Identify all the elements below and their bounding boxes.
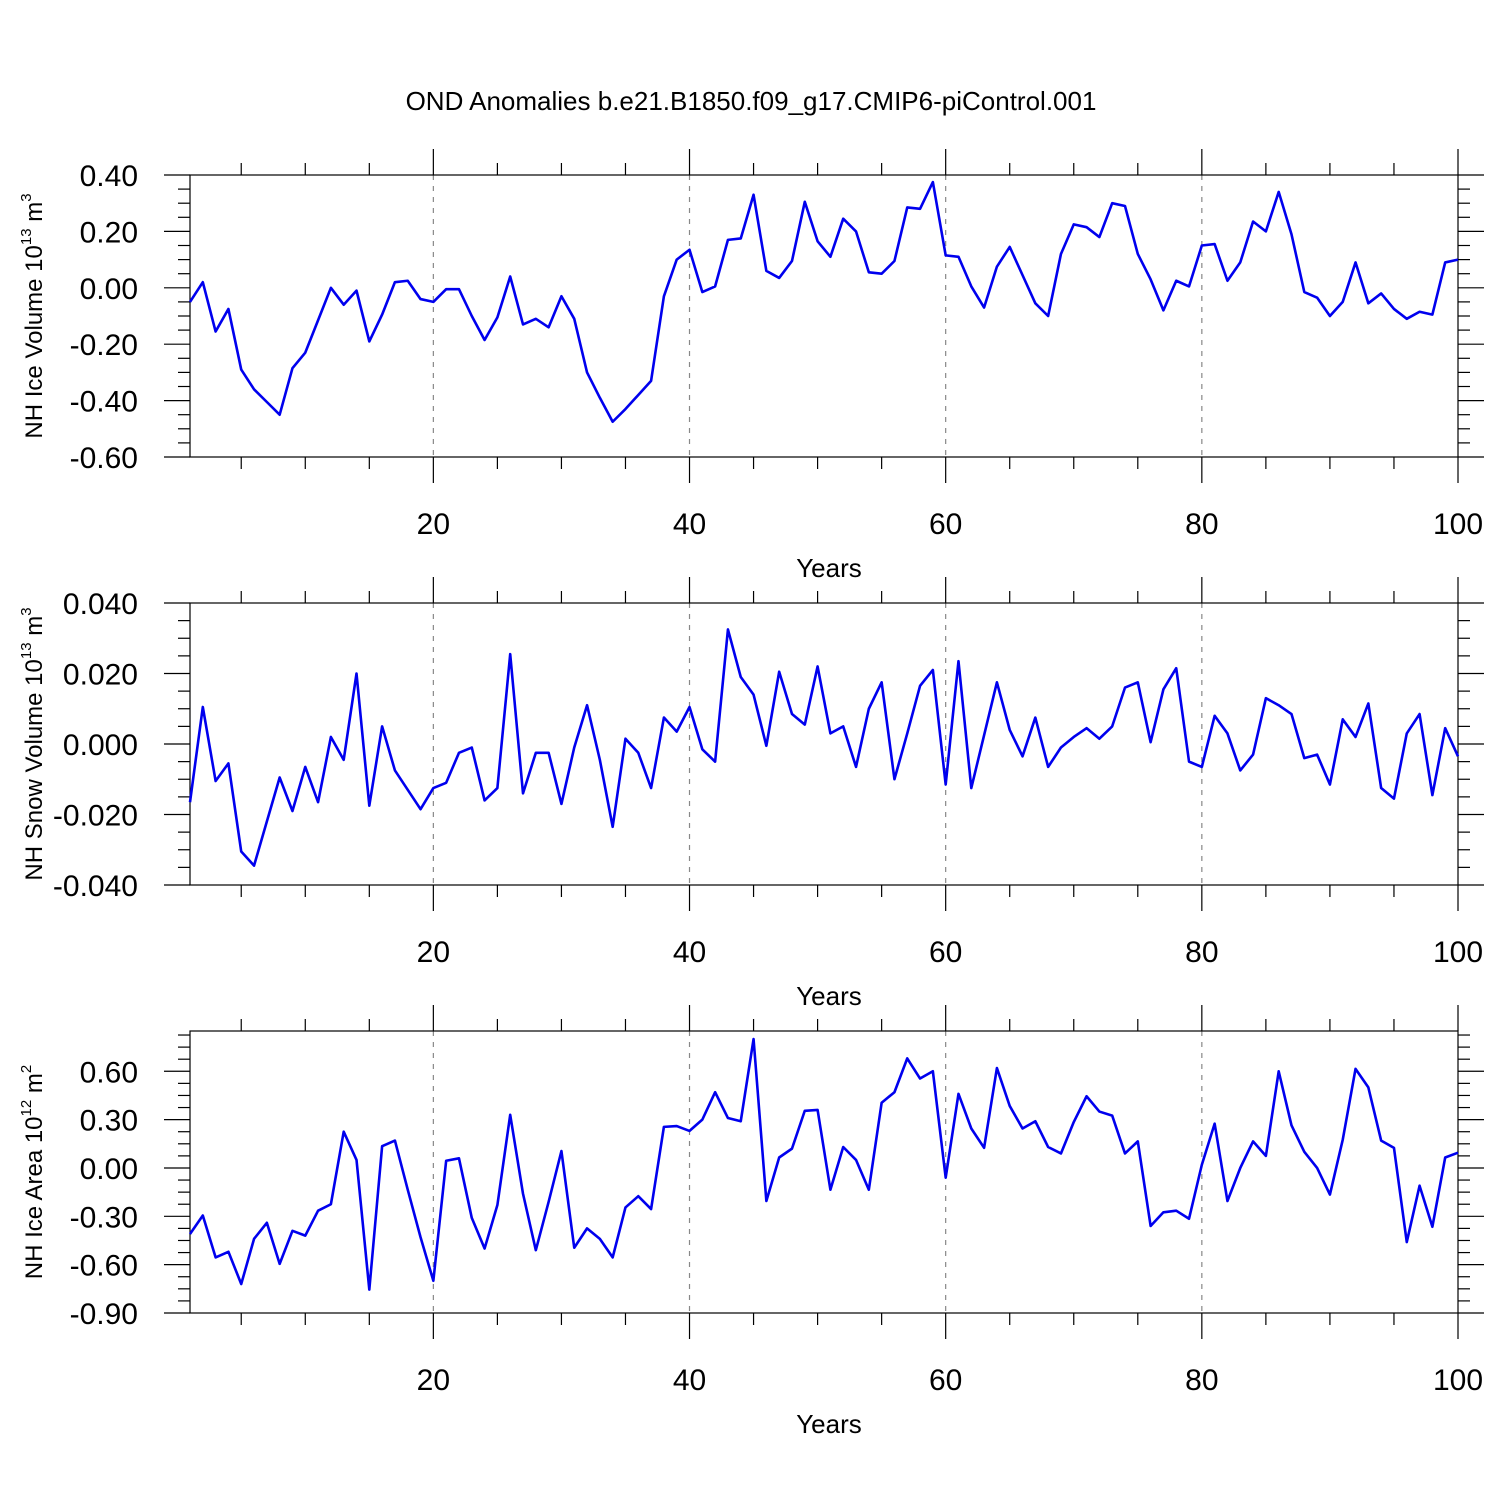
x-tick-label: 60 xyxy=(929,508,962,541)
panel-3: -0.90 -0.60 -0.30 0.00 0.30 0.60 20 40 60 80 100 Ye… xyxy=(18,1005,1484,1439)
x-tick-label: 60 xyxy=(929,936,962,969)
y-tick-label: 0.60 xyxy=(80,1056,138,1089)
y-tick-label: -0.20 xyxy=(70,329,138,362)
y-axis-label: NH Snow Volume 1013 m3 xyxy=(18,607,48,880)
x-axis-label: Years xyxy=(796,1409,862,1439)
series-line xyxy=(188,628,1460,867)
y-tick-label: 0.020 xyxy=(63,659,138,692)
x-tick-label: 80 xyxy=(1185,936,1218,969)
y-tick-label: -0.020 xyxy=(53,800,138,833)
x-tick-label: 100 xyxy=(1433,508,1483,541)
y-tick-label: 0.00 xyxy=(80,1153,138,1186)
y-tick-label: -0.040 xyxy=(53,870,138,903)
series-line xyxy=(188,1037,1459,1291)
y-tick-label: -0.60 xyxy=(70,1250,138,1283)
series-line xyxy=(188,180,1459,424)
x-tick-label: 100 xyxy=(1433,936,1483,969)
x-tick-label: 60 xyxy=(929,1364,962,1397)
y-tick-label: -0.60 xyxy=(70,442,138,475)
x-tick-label: 40 xyxy=(673,936,706,969)
y-tick-label: 0.30 xyxy=(80,1105,138,1138)
y-axis-label: NH Ice Volume 1013 m3 xyxy=(18,193,48,438)
y-tick-label: 0.040 xyxy=(63,588,138,621)
x-tick-label: 40 xyxy=(673,1364,706,1397)
x-tick-label: 80 xyxy=(1185,508,1218,541)
x-tick-label: 100 xyxy=(1433,1364,1483,1397)
y-tick-label: -0.90 xyxy=(70,1298,138,1331)
x-tick-label: 20 xyxy=(417,1364,450,1397)
y-tick-label: 0.40 xyxy=(80,160,138,193)
panel-2: -0.040 -0.020 0.000 0.020 0.040 20 40 60 80 100 Ye… xyxy=(18,577,1484,1011)
y-tick-label: 0.00 xyxy=(80,273,138,306)
x-tick-label: 80 xyxy=(1185,1364,1218,1397)
x-tick-label: 20 xyxy=(417,508,450,541)
x-axis-label: Years xyxy=(796,981,862,1011)
y-tick-label: 0.000 xyxy=(63,729,138,762)
x-axis-label: Years xyxy=(796,553,862,583)
x-tick-label: 40 xyxy=(673,508,706,541)
y-axis-label: NH Ice Area 1012 m2 xyxy=(18,1065,48,1279)
plot-frame xyxy=(189,1030,1459,1314)
x-tick-label: 20 xyxy=(417,936,450,969)
chart-title: OND Anomalies b.e21.B1850.f09_g17.CMIP6-… xyxy=(406,86,1097,116)
y-tick-label: 0.20 xyxy=(80,216,138,249)
y-tick-label: -0.40 xyxy=(70,386,138,419)
y-tick-label: -0.30 xyxy=(70,1201,138,1234)
panel-1: -0.60 -0.40 -0.20 0.00 0.20 0.40 20 40 60 80 100 Ye… xyxy=(18,149,1484,583)
